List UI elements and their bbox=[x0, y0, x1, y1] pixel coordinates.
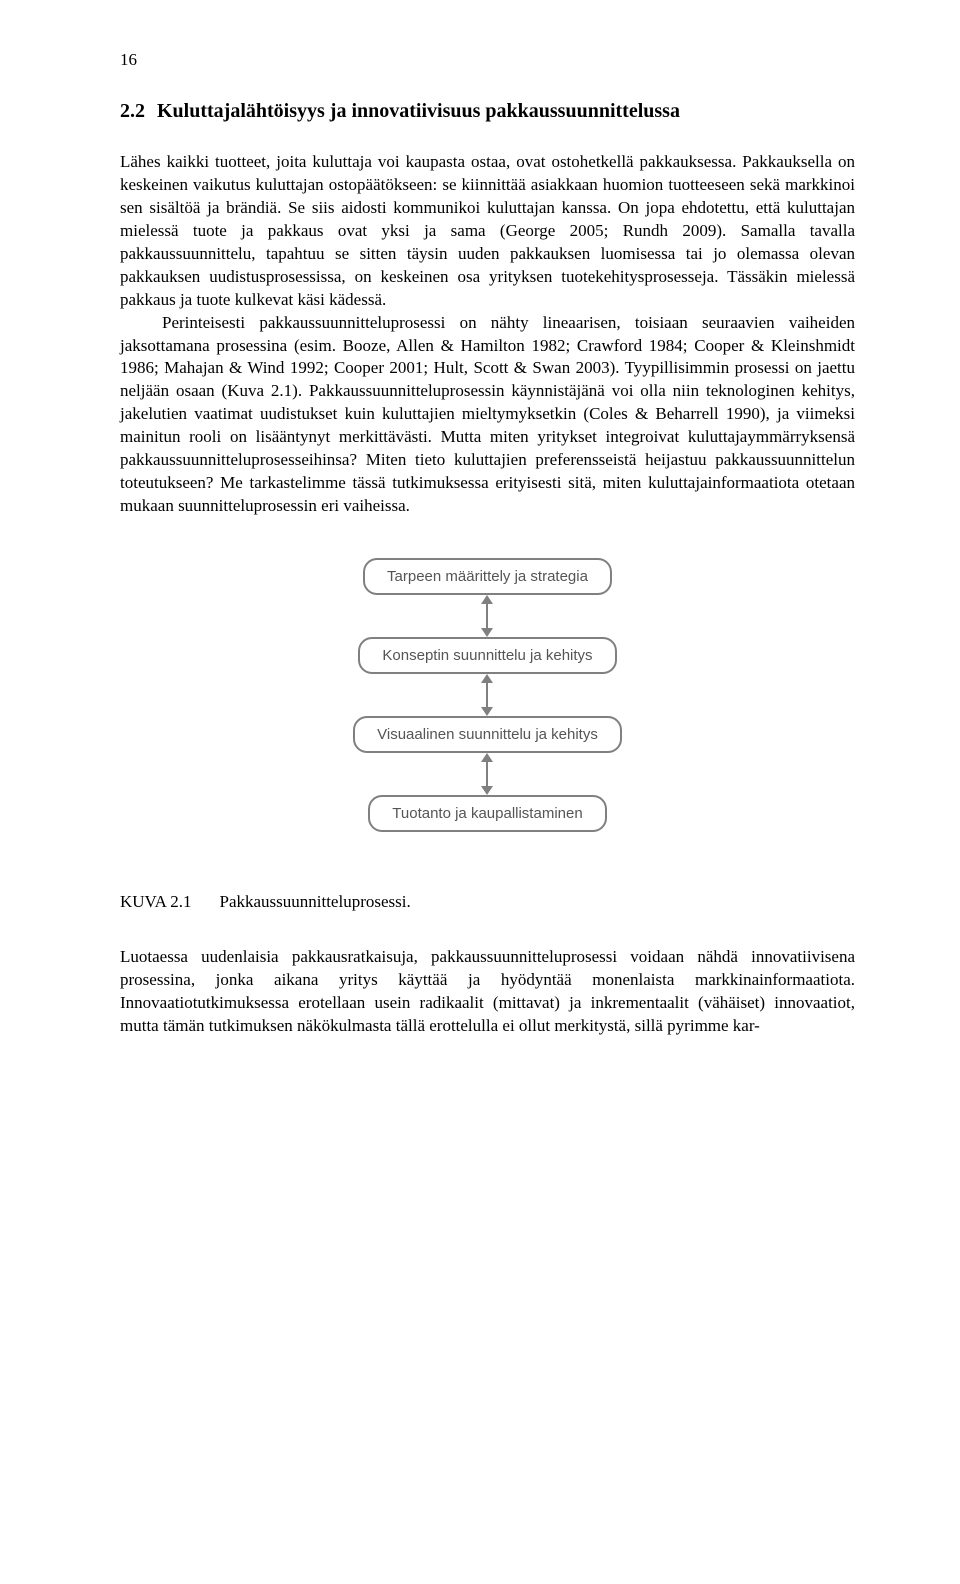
connector-line bbox=[486, 761, 488, 787]
section-heading: 2.2 Kuluttajalähtöisyys ja innovatiivisuu… bbox=[120, 100, 855, 123]
flow-connector bbox=[475, 753, 499, 795]
connector-line bbox=[486, 682, 488, 708]
arrow-down-icon bbox=[481, 707, 493, 716]
figure-caption-text: Pakkaussuunnitteluprosessi. bbox=[219, 892, 410, 911]
flow-node-4: Tuotanto ja kaupallistaminen bbox=[368, 795, 606, 832]
figure-caption: KUVA 2.1 Pakkaussuunnitteluprosessi. bbox=[120, 892, 855, 912]
paragraph-1: Lähes kaikki tuotteet, joita kuluttaja v… bbox=[120, 151, 855, 312]
flow-node-3: Visuaalinen suunnittelu ja kehitys bbox=[353, 716, 622, 753]
paragraph-2: Perinteisesti pakkaussuunnitteluprosessi… bbox=[120, 312, 855, 518]
figure-label: KUVA 2.1 bbox=[120, 892, 191, 912]
page-number: 16 bbox=[120, 50, 855, 70]
arrow-down-icon bbox=[481, 628, 493, 637]
flow-connector bbox=[475, 674, 499, 716]
flowchart-figure: Tarpeen määrittely ja strategia Konsepti… bbox=[120, 518, 855, 882]
section-number: 2.2 bbox=[120, 100, 145, 123]
paragraph-3: Luotaessa uudenlaisia pakkausratkaisuja,… bbox=[120, 946, 855, 1038]
arrow-down-icon bbox=[481, 786, 493, 795]
flowchart: Tarpeen määrittely ja strategia Konsepti… bbox=[353, 558, 622, 832]
flow-node-1: Tarpeen määrittely ja strategia bbox=[363, 558, 612, 595]
connector-line bbox=[486, 603, 488, 629]
flow-connector bbox=[475, 595, 499, 637]
section-title: Kuluttajalähtöisyys ja innovatiivisuus p… bbox=[157, 100, 797, 123]
flow-node-2: Konseptin suunnittelu ja kehitys bbox=[358, 637, 616, 674]
